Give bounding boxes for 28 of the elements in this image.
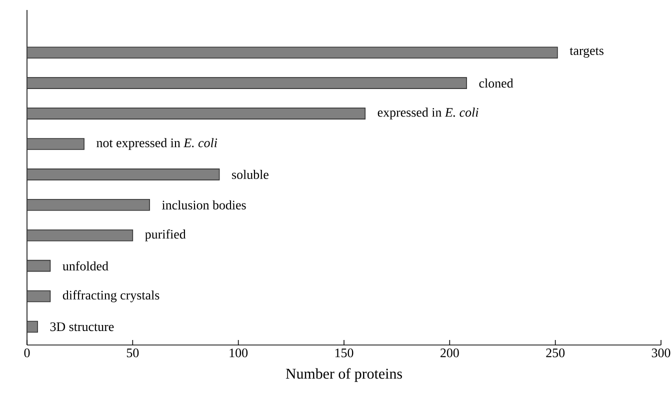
y-tick-label: diffracting crystals [62, 290, 160, 302]
x-axis-title: Number of proteins [286, 368, 402, 382]
bar [26, 108, 366, 120]
bar [26, 290, 51, 302]
bar [26, 260, 51, 272]
x-tick-label: 100 [230, 348, 248, 358]
bar [26, 138, 84, 150]
x-tick-label: 0 [24, 348, 30, 358]
bar [26, 229, 134, 242]
x-tick-label: 200 [440, 348, 459, 358]
y-tick-label: expressed in E. coli [378, 108, 478, 120]
bar [26, 199, 150, 211]
y-tick-label: inclusion bodies [162, 200, 246, 210]
bar [26, 46, 558, 59]
y-tick-label: unfolded [62, 261, 108, 270]
y-tick-label: cloned [479, 78, 514, 88]
x-tick-label: 300 [652, 348, 670, 358]
y-tick-label: soluble [232, 170, 268, 180]
bar [26, 320, 38, 333]
x-tick-label: 50 [126, 348, 139, 358]
bar [26, 168, 220, 180]
y-tick-label: purified [145, 229, 186, 242]
y-tick-label: targets [570, 48, 604, 58]
y-tick-label: not expressed in E. coli [96, 138, 218, 150]
x-tick-label: 150 [335, 348, 354, 358]
bar [26, 77, 467, 89]
x-tick-label: 250 [546, 348, 565, 358]
y-tick-label: 3D structure [50, 322, 114, 332]
